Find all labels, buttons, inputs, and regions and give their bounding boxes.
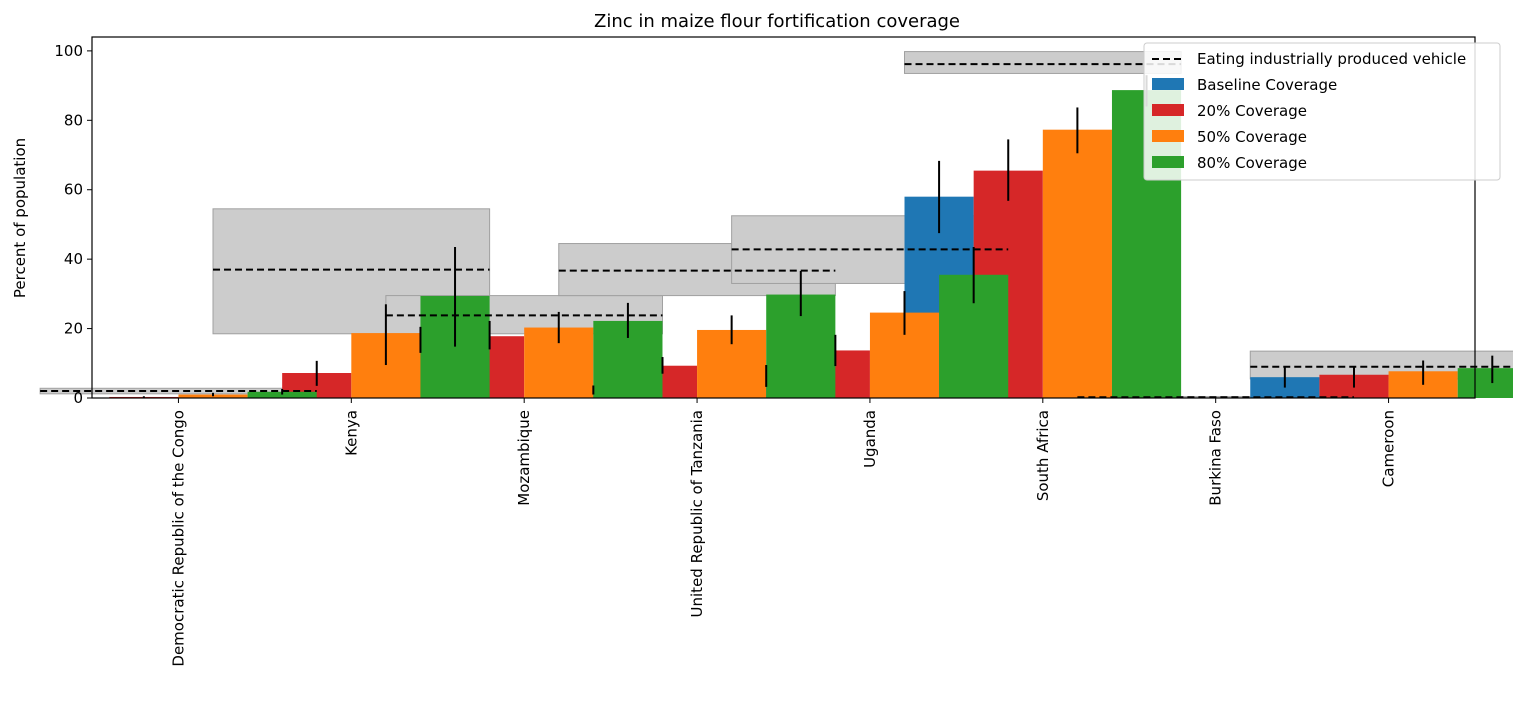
reference-band: [904, 51, 1182, 74]
legend-swatch: [1152, 156, 1184, 168]
bar: [1042, 129, 1112, 398]
x-tick-label: Uganda: [861, 410, 879, 468]
error-bars: [142, 75, 1494, 398]
y-tick-label: 80: [64, 111, 83, 129]
x-tick-label: Democratic Republic of the Congo: [169, 410, 187, 667]
x-tick-label: Cameroon: [1380, 410, 1398, 487]
legend-label: Baseline Coverage: [1197, 76, 1337, 94]
x-tick-label: Burkina Faso: [1207, 410, 1225, 506]
y-tick-label: 100: [54, 42, 83, 60]
y-axis-label: Percent of population: [11, 138, 29, 298]
x-tick-label: Mozambique: [515, 410, 533, 506]
plot-frame: [91, 36, 1476, 399]
x-tick-label: United Republic of Tanzania: [688, 410, 706, 617]
bar: [247, 391, 317, 398]
legend-swatch: [1152, 104, 1184, 116]
bar: [1457, 368, 1513, 398]
axes: 0 20 40 60 80 100 Democratic Republic of the C…: [54, 36, 1476, 667]
y-tick-label: 0: [73, 389, 83, 407]
y-tick-label: 60: [64, 181, 83, 199]
legend-swatch: [1152, 78, 1184, 90]
legend-label: 20% Coverage: [1197, 102, 1307, 120]
x-tick-label: Kenya: [342, 410, 360, 456]
legend-label: 80% Coverage: [1197, 154, 1307, 172]
y-tick-label: 40: [64, 250, 83, 268]
legend-box: [1143, 42, 1501, 181]
y-tick-label: 20: [64, 320, 83, 338]
chart-title: Zinc in maize flour fortification covera…: [594, 11, 960, 32]
x-tick-label: South Africa: [1034, 410, 1052, 501]
legend-reference-label: Eating industrially produced vehicle: [1197, 50, 1466, 68]
legend-swatch: [1152, 130, 1184, 142]
legend: Eating industrially produced vehicle Base…: [1143, 42, 1501, 181]
legend-label: 50% Coverage: [1197, 128, 1307, 146]
reference-lines: [40, 63, 1513, 399]
